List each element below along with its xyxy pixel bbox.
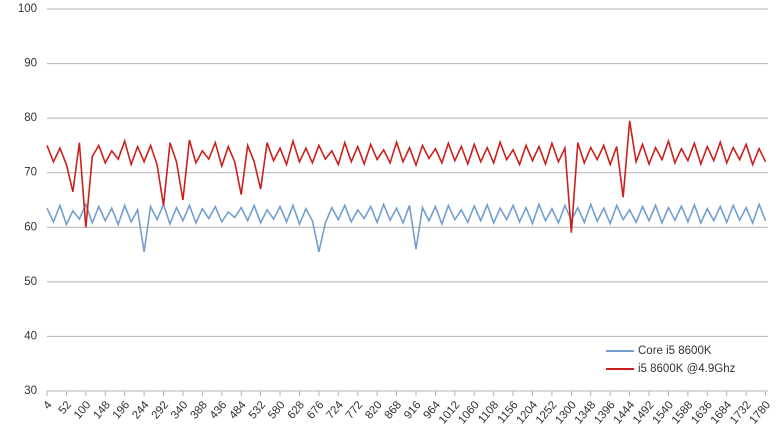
x-tick-label: 1012	[437, 399, 463, 426]
y-tick-label: 50	[24, 276, 37, 288]
y-tick-label: 40	[24, 330, 37, 342]
x-tick-label: 1540	[650, 399, 676, 426]
y-tick-label: 70	[24, 167, 37, 179]
x-tick-label: 1588	[670, 399, 696, 426]
x-tick-label: 388	[188, 399, 210, 421]
x-tick-label: 1636	[689, 399, 715, 426]
y-tick-label: 30	[24, 385, 37, 397]
y-tick-label: 80	[24, 112, 37, 124]
x-tick-label: 1492	[631, 399, 657, 426]
legend-label: Core i5 8600K	[638, 345, 712, 357]
series-line	[46, 202, 767, 253]
x-tick-label: 868	[383, 399, 405, 421]
x-tick-label: 1396	[592, 399, 618, 426]
x-tick-label: 436	[208, 399, 230, 421]
x-tick-label: 628	[286, 399, 308, 421]
x-tick-label: 820	[363, 399, 385, 421]
x-tick-label: 772	[344, 399, 366, 421]
x-tick-label: 4	[41, 399, 55, 412]
x-tick-label: 532	[247, 399, 269, 421]
y-tick-label: 90	[24, 58, 37, 70]
x-tick-label: 484	[227, 399, 249, 422]
x-tick-label: 1060	[456, 399, 482, 426]
x-tick-label: 1348	[573, 399, 599, 426]
x-tick-label: 1252	[534, 399, 560, 426]
x-tick-label: 1732	[728, 399, 754, 426]
x-tick-label: 1108	[476, 399, 501, 426]
x-tick-label: 148	[91, 399, 113, 421]
x-tick-label: 292	[150, 399, 172, 421]
x-tick-label: 676	[305, 399, 327, 421]
y-tick-label: 100	[18, 3, 37, 15]
x-tick-label: 100	[72, 399, 94, 421]
x-tick-label: 196	[111, 399, 133, 421]
x-tick-label: 580	[266, 399, 288, 421]
x-tick-label: 724	[324, 399, 346, 422]
x-tick-label: 244	[130, 399, 152, 422]
series-line	[46, 120, 767, 233]
x-tick-label: 1780	[748, 399, 774, 426]
x-tick-label: 916	[402, 399, 424, 421]
x-tick-label: 340	[169, 399, 191, 421]
y-tick-label: 60	[24, 221, 37, 233]
x-tick-label: 1300	[553, 399, 579, 426]
legend-label: i5 8600K @4.9Ghz	[638, 363, 736, 375]
